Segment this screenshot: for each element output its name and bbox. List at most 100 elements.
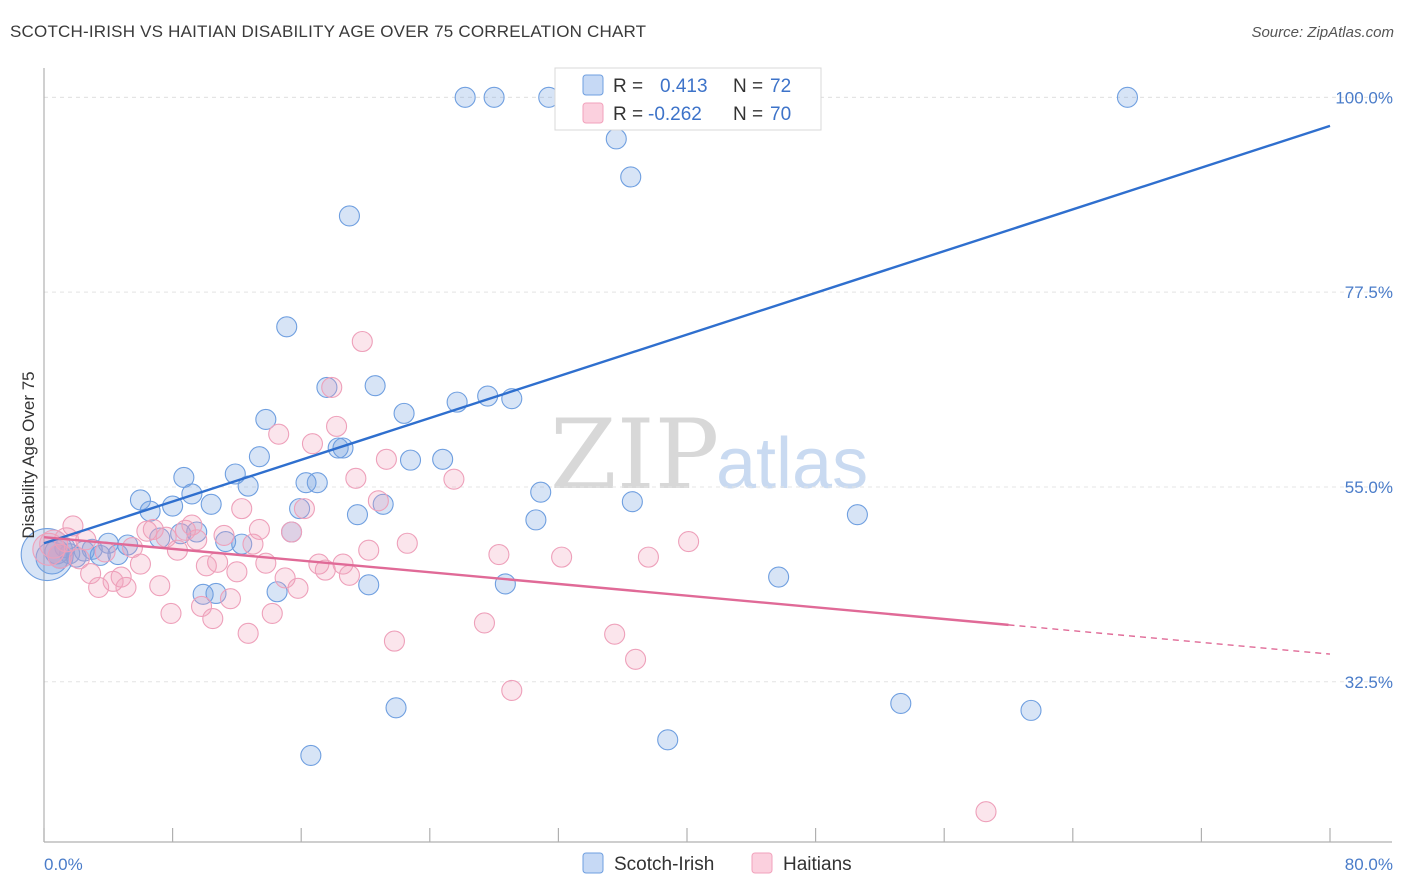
point-1-65 [975,801,997,823]
series-haitians [32,330,997,823]
point-1-41 [293,498,315,520]
chart-title: SCOTCH-IRISH VS HAITIAN DISABILITY AGE O… [10,22,647,41]
legend-swatch-haitians [582,102,604,124]
point-1-7 [80,563,102,585]
point-1-64 [678,530,700,553]
y-tick-label-2: 77.5% [1345,283,1393,302]
point-0-63 [620,166,642,188]
legend-n-value-1: 72 [770,76,791,97]
point-1-26 [202,608,224,630]
legend-r-label-1: R = [613,76,643,97]
point-0-43 [364,375,386,397]
point-1-32 [237,622,259,644]
point-1-28 [213,524,235,547]
point-0-39 [332,437,354,459]
y-tick-label-1: 55.0% [1345,478,1393,497]
point-1-36 [261,602,283,624]
chart-source: Source: ZipAtlas.com [1251,24,1394,41]
grid-lines [44,96,1392,683]
trend-line-dashed-1 [1008,624,1331,655]
point-1-51 [358,539,380,561]
point-1-39 [281,521,303,543]
point-1-4 [62,515,84,537]
point-1-11 [110,566,132,588]
point-0-31 [276,316,298,338]
point-1-16 [142,518,164,540]
point-0-56 [530,481,552,503]
point-1-31 [231,498,253,520]
point-1-57 [473,612,496,634]
point-0-42 [358,574,380,596]
point-1-23 [186,529,208,551]
point-0-52 [483,86,505,108]
point-1-37 [268,423,290,445]
series-legend-label-haitians: Haitians [783,854,852,875]
point-0-67 [657,729,679,751]
x-tick-label-end: 80.0% [1345,855,1393,874]
axes [43,68,1392,843]
point-1-45 [321,376,343,398]
point-0-61 [605,128,627,150]
point-0-50 [454,86,476,108]
point-1-53 [375,448,397,470]
legend-swatch-scotch-irish [582,74,604,96]
point-1-29 [219,588,242,610]
legend-r-value-2: -0.262 [648,104,702,125]
point-1-30 [226,561,248,583]
series-legend-swatch-scotch-irish [582,852,604,874]
point-1-42 [301,433,324,455]
point-0-29 [255,408,277,430]
point-0-53 [494,573,516,595]
point-1-55 [396,532,418,554]
point-0-70 [846,504,868,526]
point-1-34 [248,518,270,540]
point-1-59 [501,679,523,702]
point-0-30 [266,581,288,603]
point-1-40 [287,577,309,599]
point-0-35 [300,744,322,766]
point-0-46 [393,402,415,424]
legend-n-label-1: N = [733,76,763,97]
point-0-34 [295,472,317,494]
point-1-14 [129,553,151,575]
point-1-17 [149,575,171,597]
point-0-22 [200,493,222,515]
series-legend-swatch-haitians [751,852,773,874]
point-0-37 [316,376,338,398]
point-0-45 [385,697,407,719]
point-1-5 [68,548,90,570]
point-1-48 [338,564,360,586]
point-1-61 [604,623,626,645]
point-0-72 [1020,699,1042,721]
trend-lines [43,124,1331,655]
y-tick-label-3: 100.0% [1335,88,1393,107]
point-0-71 [890,692,912,715]
point-0-36 [306,472,328,494]
x-tick-label-start: 0.0% [44,855,83,874]
y-axis-label: Disability Age Over 75 [19,371,38,538]
series-legend-label-scotch-irish: Scotch-Irish [614,854,714,875]
point-0-41 [346,504,369,526]
point-0-48 [432,448,454,470]
point-1-63 [637,546,659,568]
point-1-46 [326,415,348,437]
point-0-73 [1116,86,1139,108]
point-0-64 [621,491,643,513]
point-0-28 [248,446,270,468]
point-1-56 [443,468,465,490]
point-1-49 [345,467,367,489]
point-1-58 [488,543,510,566]
point-1-19 [160,602,182,624]
series-legend: Scotch-Irish Haitians [582,852,852,875]
tick-labels: 32.5% 55.0% 77.5% 100.0% 0.0% 80.0% [44,88,1393,874]
legend-r-label-2: R = [613,104,643,125]
legend-n-value-2: 70 [770,104,791,125]
legend-n-label-2: N = [733,104,763,125]
point-0-19 [181,483,203,505]
point-1-50 [351,330,373,353]
point-0-55 [525,509,547,531]
point-1-52 [367,490,389,512]
y-tick-label-0: 32.5% [1345,673,1393,692]
trend-line-0 [43,124,1331,545]
